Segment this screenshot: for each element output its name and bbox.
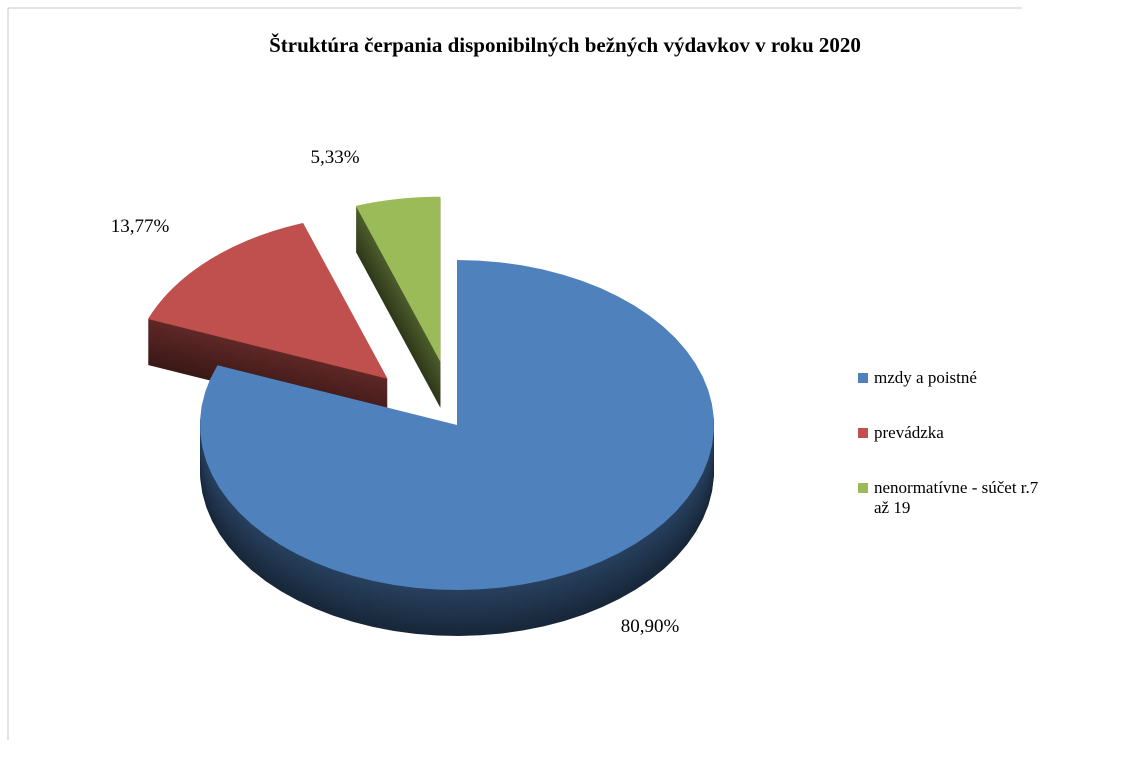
data-label: 80,90%: [621, 616, 680, 637]
legend-swatch: [858, 483, 868, 493]
slice: [148, 222, 388, 379]
slice: [355, 196, 441, 362]
chart-title: Štruktúra čerpania disponibilných bežnýc…: [269, 33, 861, 57]
data-label: 13,77%: [111, 216, 170, 237]
data-label: 5,33%: [310, 147, 359, 168]
legend-entry: mzdy a poistné: [858, 368, 1048, 388]
legend-entry: nenormatívne - súčet r.7 až 19: [858, 478, 1048, 518]
legend-label: mzdy a poistné: [874, 368, 977, 387]
legend-label: nenormatívne - súčet r.7 až 19: [874, 478, 1039, 517]
pie: [148, 196, 714, 636]
legend-label: prevádzka: [874, 423, 944, 442]
legend-swatch: [858, 373, 868, 383]
legend-swatch: [858, 428, 868, 438]
legend-entry: prevádzka: [858, 423, 1048, 443]
slice: [200, 260, 714, 590]
